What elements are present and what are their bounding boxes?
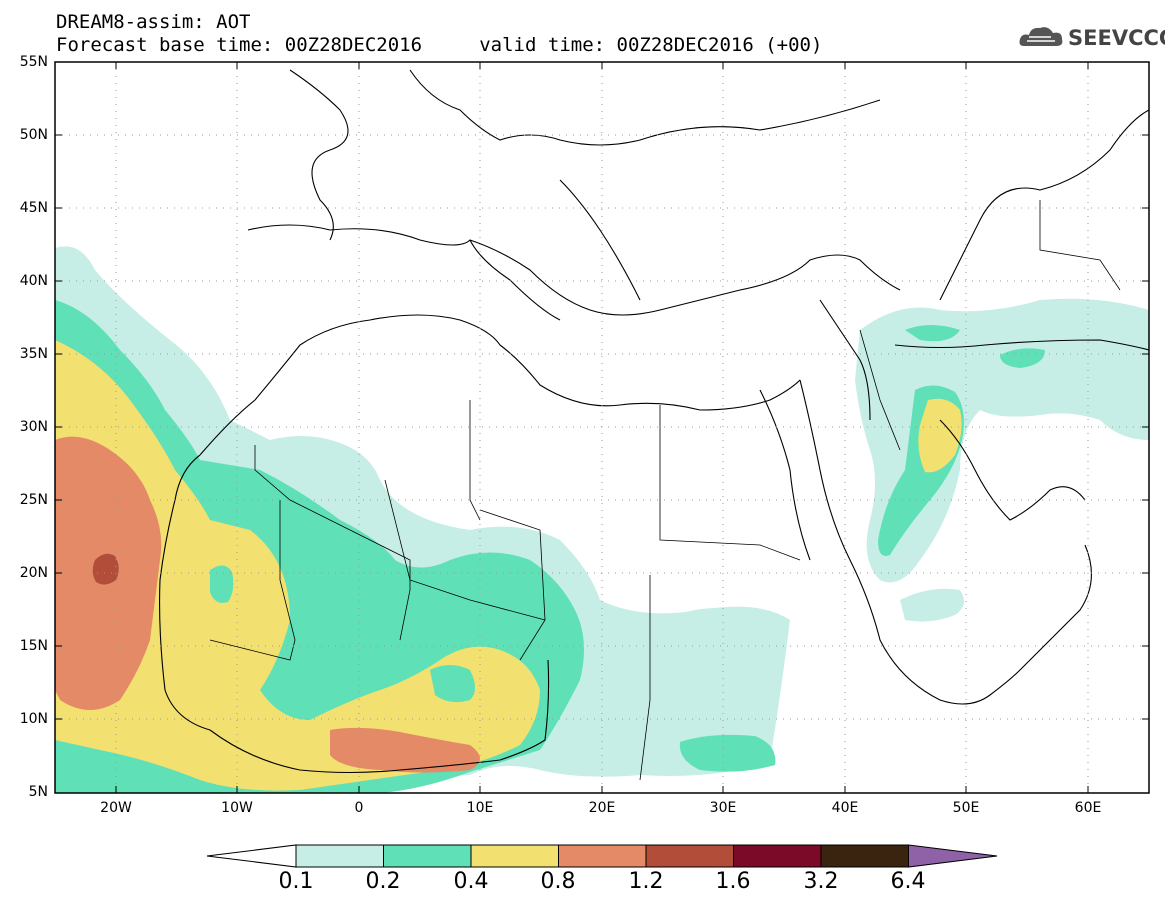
lon-label: 0 <box>354 800 364 816</box>
cloud-icon <box>1019 27 1063 46</box>
colorbar-swatch <box>645 844 734 868</box>
lon-label: 60E <box>1074 800 1102 816</box>
aot-fill-middle-east <box>855 298 1149 622</box>
colorbar-swatch <box>295 844 384 868</box>
colorbar-label: 0.4 <box>453 869 489 894</box>
lat-label: 25N <box>19 492 48 508</box>
country-borders <box>209 200 1121 781</box>
logo-text: SEEVCCC <box>1068 26 1165 50</box>
lat-label: 30N <box>19 419 48 435</box>
lat-label: 45N <box>19 200 48 216</box>
colorbar-swatch <box>558 844 647 868</box>
lat-label: 40N <box>19 273 48 289</box>
lon-label: 30E <box>709 800 737 816</box>
lon-label: 10W <box>221 800 253 816</box>
colorbar-label: 0.2 <box>365 869 401 894</box>
colorbar-label: 0.8 <box>540 869 576 894</box>
colorbar-swatch <box>733 844 822 868</box>
colorbar-swatch <box>820 844 909 868</box>
map-title: DREAM8-assim: AOT <box>56 11 251 33</box>
lat-label: 10N <box>19 711 48 727</box>
lon-label: 50E <box>952 800 980 816</box>
coastlines <box>159 69 1149 774</box>
graticule <box>55 62 1149 793</box>
lat-label: 15N <box>19 638 48 654</box>
aot-fill-east-africa <box>637 608 780 772</box>
colorbar-swatch <box>470 844 559 868</box>
colorbar-swatch <box>383 844 472 868</box>
map-subtitle: Forecast base time: 00Z28DEC2016 valid t… <box>56 34 823 56</box>
lon-label: 20E <box>588 800 616 816</box>
lon-label: 10E <box>466 800 494 816</box>
colorbar-label: 3.2 <box>803 869 839 894</box>
colorbar-label: 0.1 <box>278 869 314 894</box>
lat-label: 20N <box>19 565 48 581</box>
lat-label: 35N <box>19 346 48 362</box>
lat-label: 5N <box>28 784 48 800</box>
lat-label: 55N <box>19 54 48 70</box>
colorbar <box>206 844 998 868</box>
colorbar-label: 1.6 <box>715 869 751 894</box>
lon-label: 40E <box>831 800 859 816</box>
colorbar-label: 1.2 <box>628 869 664 894</box>
colorbar-lower-extend <box>206 844 297 868</box>
axis-ticks <box>55 61 1149 794</box>
colorbar-label: 6.4 <box>890 869 926 894</box>
aot-fill-west-africa <box>55 246 790 793</box>
colorbar-upper-extend <box>908 844 998 868</box>
lon-label: 20W <box>100 800 132 816</box>
lat-label: 50N <box>19 127 48 143</box>
